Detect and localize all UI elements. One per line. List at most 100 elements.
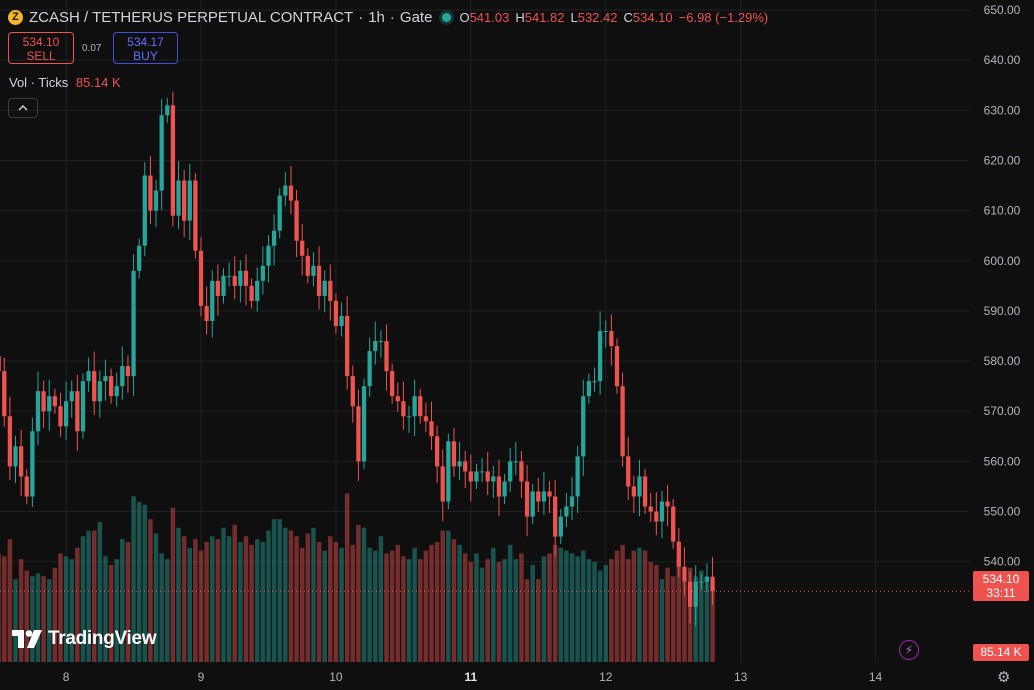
- volume-bar: [271, 519, 277, 662]
- y-axis-tick-label: 560.00: [984, 454, 1021, 468]
- candle-body: [564, 506, 569, 517]
- buy-price: 534.17: [127, 35, 164, 49]
- candle-body: [637, 476, 642, 497]
- candle-body: [592, 381, 597, 383]
- candle-body: [474, 471, 479, 482]
- candle-body: [255, 280, 260, 301]
- candle-body: [513, 461, 518, 463]
- candle-body: [508, 461, 513, 482]
- candle-body: [620, 386, 625, 457]
- candle-body: [361, 386, 367, 462]
- volume-bar: [153, 533, 159, 662]
- tradingview-logo-text: TradingView: [48, 628, 157, 649]
- volume-bar: [120, 539, 125, 662]
- candle-body: [479, 471, 485, 473]
- volume-bar: [18, 559, 24, 662]
- candle-body: [693, 581, 698, 607]
- candle-body: [429, 421, 434, 437]
- chart-header: Z ZCASH / TETHERUS PERPETUAL CONTRACT · …: [8, 6, 774, 28]
- candle-body: [642, 476, 648, 507]
- exchange-label[interactable]: Gate: [399, 8, 433, 26]
- volume-bar: [283, 527, 288, 662]
- candle-body: [446, 441, 451, 502]
- candle-body: [243, 270, 249, 286]
- candle-body: [401, 401, 406, 417]
- collapse-legend-button[interactable]: [8, 98, 38, 118]
- volume-bar: [103, 556, 108, 662]
- candle-body: [569, 496, 575, 507]
- candle-body: [294, 200, 299, 241]
- candle-body: [182, 180, 187, 221]
- volume-bar: [395, 544, 401, 662]
- buy-button[interactable]: 534.17 BUY: [113, 32, 178, 64]
- volume-bar: [80, 536, 86, 662]
- tradingview-logo[interactable]: TradingView: [12, 628, 157, 650]
- candle-body: [165, 105, 170, 116]
- x-axis-tick-label: 9: [198, 670, 205, 684]
- candle-body: [35, 391, 41, 432]
- y-axis-tick-label: 640.00: [984, 53, 1021, 67]
- volume-bar: [603, 564, 608, 662]
- candle-body: [75, 391, 80, 432]
- candle-body: [350, 376, 355, 407]
- volume-bar: [429, 544, 434, 662]
- volume-bar: [699, 570, 704, 662]
- volume-bar: [648, 562, 653, 662]
- candle-body: [131, 270, 136, 377]
- volume-bar: [226, 536, 232, 662]
- volume-bar: [277, 519, 282, 662]
- candle-body: [283, 185, 288, 196]
- volume-bar: [7, 539, 13, 662]
- volume-bar: [625, 559, 631, 662]
- volume-bar: [440, 530, 445, 662]
- sell-button[interactable]: 534.10 SELL: [8, 32, 74, 64]
- volume-bar: [592, 562, 597, 662]
- candle-body: [120, 366, 125, 387]
- volume-bar: [46, 579, 52, 662]
- volume-bar: [187, 547, 193, 662]
- y-axis-tick-label: 610.00: [984, 204, 1021, 218]
- volume-bar: [367, 547, 372, 662]
- chevron-up-icon: [18, 105, 28, 111]
- volume-bar: [530, 564, 535, 662]
- volume-bar: [373, 550, 378, 662]
- volume-bar: [232, 524, 237, 662]
- candle-body: [536, 491, 541, 502]
- volume-bar: [322, 550, 327, 662]
- candle-body: [221, 275, 226, 296]
- volume-bar: [86, 530, 91, 662]
- candle-body: [631, 486, 636, 497]
- volume-bar: [552, 544, 558, 662]
- candle-body: [204, 305, 209, 321]
- candle-body: [682, 566, 687, 582]
- buy-label: BUY: [133, 49, 158, 63]
- volume-bar: [35, 573, 41, 662]
- symbol-title[interactable]: ZCASH / TETHERUS PERPETUAL CONTRACT: [29, 8, 354, 26]
- candle-body: [52, 396, 57, 407]
- candle-body: [356, 406, 361, 462]
- x-axis-tick-label: 11: [464, 670, 477, 684]
- interval-label[interactable]: 1h: [368, 8, 385, 26]
- volume-bar: [350, 544, 356, 662]
- volume-bar: [63, 556, 69, 662]
- last-price-value: 534.10: [982, 572, 1020, 586]
- volume-legend-label: Vol · Ticks: [9, 75, 69, 90]
- candle-body: [440, 466, 445, 502]
- volume-bar: [462, 553, 468, 662]
- candle-body: [97, 381, 102, 402]
- zcash-coin-icon: Z: [8, 9, 23, 25]
- volume-bar: [165, 559, 170, 662]
- volume-bar: [423, 550, 429, 662]
- lightning-icon[interactable]: ⚡: [899, 640, 919, 660]
- volume-bar: [316, 542, 322, 662]
- y-axis-tick-label: 590.00: [984, 304, 1021, 318]
- chart-settings-gear-icon[interactable]: ⚙: [997, 669, 1011, 686]
- volume-bar: [305, 533, 311, 662]
- candle-body: [373, 341, 378, 352]
- candle-body: [345, 315, 350, 377]
- volume-bar: [238, 542, 243, 662]
- volume-legend[interactable]: Vol · Ticks 85.14 K: [9, 75, 121, 90]
- candle-body: [108, 376, 114, 397]
- volume-bar: [620, 544, 625, 662]
